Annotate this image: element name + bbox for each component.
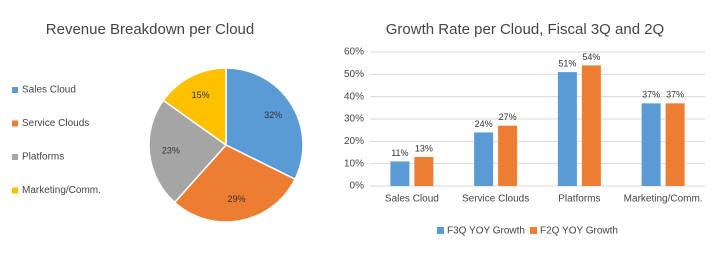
- bar-value-label: 37%: [642, 90, 660, 100]
- y-tick-label: 40%: [344, 91, 364, 102]
- legend-label: F2Q YOY Growth: [540, 226, 618, 237]
- x-tick-label: Platforms: [558, 194, 600, 205]
- legend-label: Marketing/Comm.: [22, 185, 101, 196]
- slice-label: 29%: [227, 194, 245, 204]
- bar: [498, 125, 518, 186]
- pie-slice: [225, 67, 304, 181]
- bar-value-label: 37%: [666, 90, 684, 100]
- y-tick-label: 0%: [350, 181, 365, 192]
- legend-swatch: [12, 120, 18, 127]
- y-tick-label: 50%: [344, 69, 364, 80]
- legend-label: Platforms: [22, 152, 64, 163]
- pie-slice: [162, 67, 227, 147]
- legend-swatch: [530, 227, 537, 234]
- pie-slice: [148, 99, 228, 204]
- chart-title: Growth Rate per Cloud, Fiscal 3Q and 2Q: [386, 21, 664, 38]
- legend-swatch: [437, 227, 444, 234]
- legend-label: Service Clouds: [22, 118, 89, 129]
- pie-slice: [173, 144, 296, 223]
- y-tick-label: 30%: [344, 114, 364, 125]
- bar-value-label: 24%: [475, 119, 493, 129]
- x-tick-label: Marketing/Comm.: [624, 194, 703, 205]
- x-tick-label: Service Clouds: [462, 194, 529, 205]
- bar: [665, 103, 685, 186]
- bar: [414, 156, 434, 186]
- bar-value-label: 27%: [499, 112, 517, 122]
- bar: [641, 103, 661, 186]
- x-tick-label: Sales Cloud: [385, 194, 439, 205]
- bar-value-label: 51%: [558, 58, 576, 68]
- bar-value-label: 11%: [391, 148, 408, 158]
- bar-value-label: 13%: [415, 143, 433, 153]
- y-tick-label: 10%: [344, 158, 364, 169]
- bar-value-label: 54%: [582, 52, 600, 62]
- bar: [474, 132, 494, 186]
- legend-label: Sales Cloud: [22, 85, 76, 96]
- legend-swatch: [12, 187, 18, 194]
- slice-label: 32%: [264, 110, 282, 120]
- legend-swatch: [12, 154, 18, 160]
- bar: [581, 65, 601, 186]
- slice-label: 23%: [162, 146, 180, 156]
- bar: [390, 161, 410, 186]
- legend-label: F3Q YOY Growth: [447, 226, 525, 237]
- bar: [557, 72, 577, 186]
- slice-label: 15%: [192, 90, 210, 100]
- y-tick-label: 20%: [344, 136, 364, 147]
- y-tick-label: 60%: [344, 47, 364, 58]
- legend-swatch: [12, 87, 18, 93]
- chart-title: Revenue Breakdown per Cloud: [46, 21, 254, 38]
